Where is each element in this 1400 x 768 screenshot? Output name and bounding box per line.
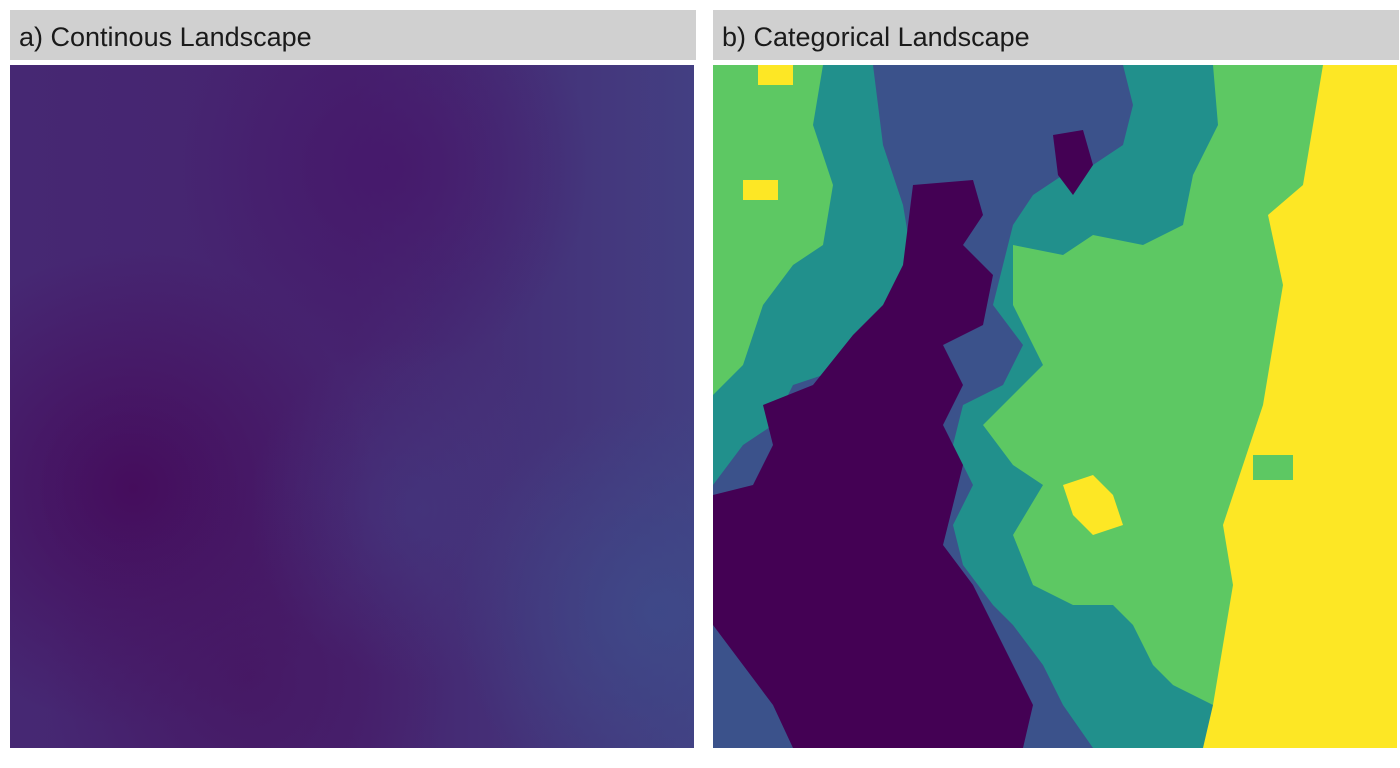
categorical-landscape-raster [713, 65, 1397, 748]
continuous-landscape-raster [10, 65, 694, 748]
panel-a-header: a) Continous Landscape [10, 10, 696, 60]
landscape-class-region-c4b [1063, 475, 1123, 535]
landscape-class-region-c3b [1253, 455, 1293, 480]
landscape-class-region-c4 [1203, 65, 1397, 748]
continuous-value-layer-5 [10, 65, 694, 748]
landscape-class-region-c4c [758, 65, 793, 85]
landscape-class-region-c4d [743, 180, 778, 200]
panel-categorical: b) Categorical Landscape [713, 10, 1399, 748]
categorical-landscape-plot [713, 65, 1397, 748]
panel-a-title: a) Continous Landscape [19, 22, 312, 52]
landscape-class-region-c0b [1053, 130, 1093, 195]
panel-b-header: b) Categorical Landscape [713, 10, 1399, 60]
landscape-class-region-c0 [713, 180, 1033, 748]
panel-continuous: a) Continous Landscape [10, 10, 696, 748]
panel-b-title: b) Categorical Landscape [722, 22, 1030, 52]
continuous-landscape-plot [10, 65, 694, 748]
